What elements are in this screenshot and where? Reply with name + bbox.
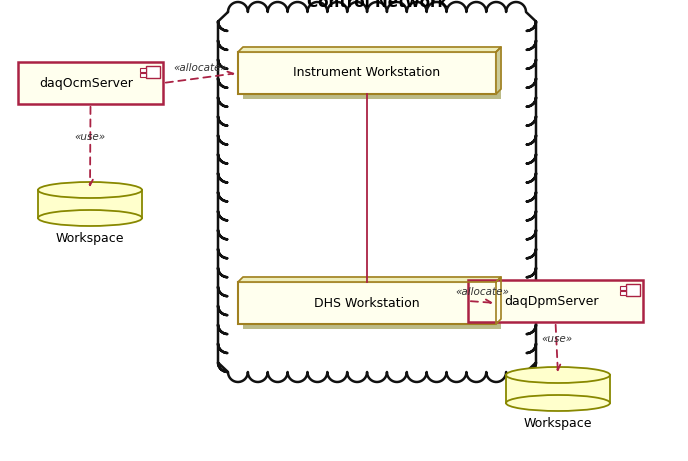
FancyBboxPatch shape — [243, 57, 501, 99]
Text: Control Network: Control Network — [307, 0, 447, 10]
Text: daqDpmServer: daqDpmServer — [504, 295, 599, 307]
FancyBboxPatch shape — [140, 73, 146, 77]
Ellipse shape — [38, 182, 142, 198]
FancyBboxPatch shape — [238, 282, 496, 324]
FancyBboxPatch shape — [468, 280, 643, 322]
Text: «allocate»: «allocate» — [455, 287, 509, 297]
FancyBboxPatch shape — [626, 284, 640, 296]
Text: «allocate»: «allocate» — [173, 63, 228, 73]
FancyBboxPatch shape — [146, 66, 160, 78]
Text: «use»: «use» — [541, 333, 572, 343]
Text: Workspace: Workspace — [524, 417, 592, 430]
Text: Instrument Workstation: Instrument Workstation — [294, 66, 440, 79]
Polygon shape — [506, 375, 610, 403]
Ellipse shape — [38, 210, 142, 226]
FancyBboxPatch shape — [18, 62, 163, 104]
FancyBboxPatch shape — [243, 287, 501, 329]
Polygon shape — [38, 190, 142, 218]
Polygon shape — [496, 47, 501, 94]
Polygon shape — [238, 47, 501, 52]
FancyBboxPatch shape — [620, 291, 626, 295]
Polygon shape — [496, 277, 501, 324]
Polygon shape — [238, 277, 501, 282]
Text: DHS Workstation: DHS Workstation — [314, 296, 420, 309]
Text: Workspace: Workspace — [56, 232, 125, 245]
Polygon shape — [218, 2, 536, 382]
Text: daqOcmServer: daqOcmServer — [40, 77, 133, 89]
FancyBboxPatch shape — [238, 52, 496, 94]
FancyBboxPatch shape — [140, 68, 146, 72]
Ellipse shape — [506, 367, 610, 383]
FancyBboxPatch shape — [620, 286, 626, 290]
Ellipse shape — [506, 395, 610, 411]
Text: «use»: «use» — [75, 132, 106, 142]
